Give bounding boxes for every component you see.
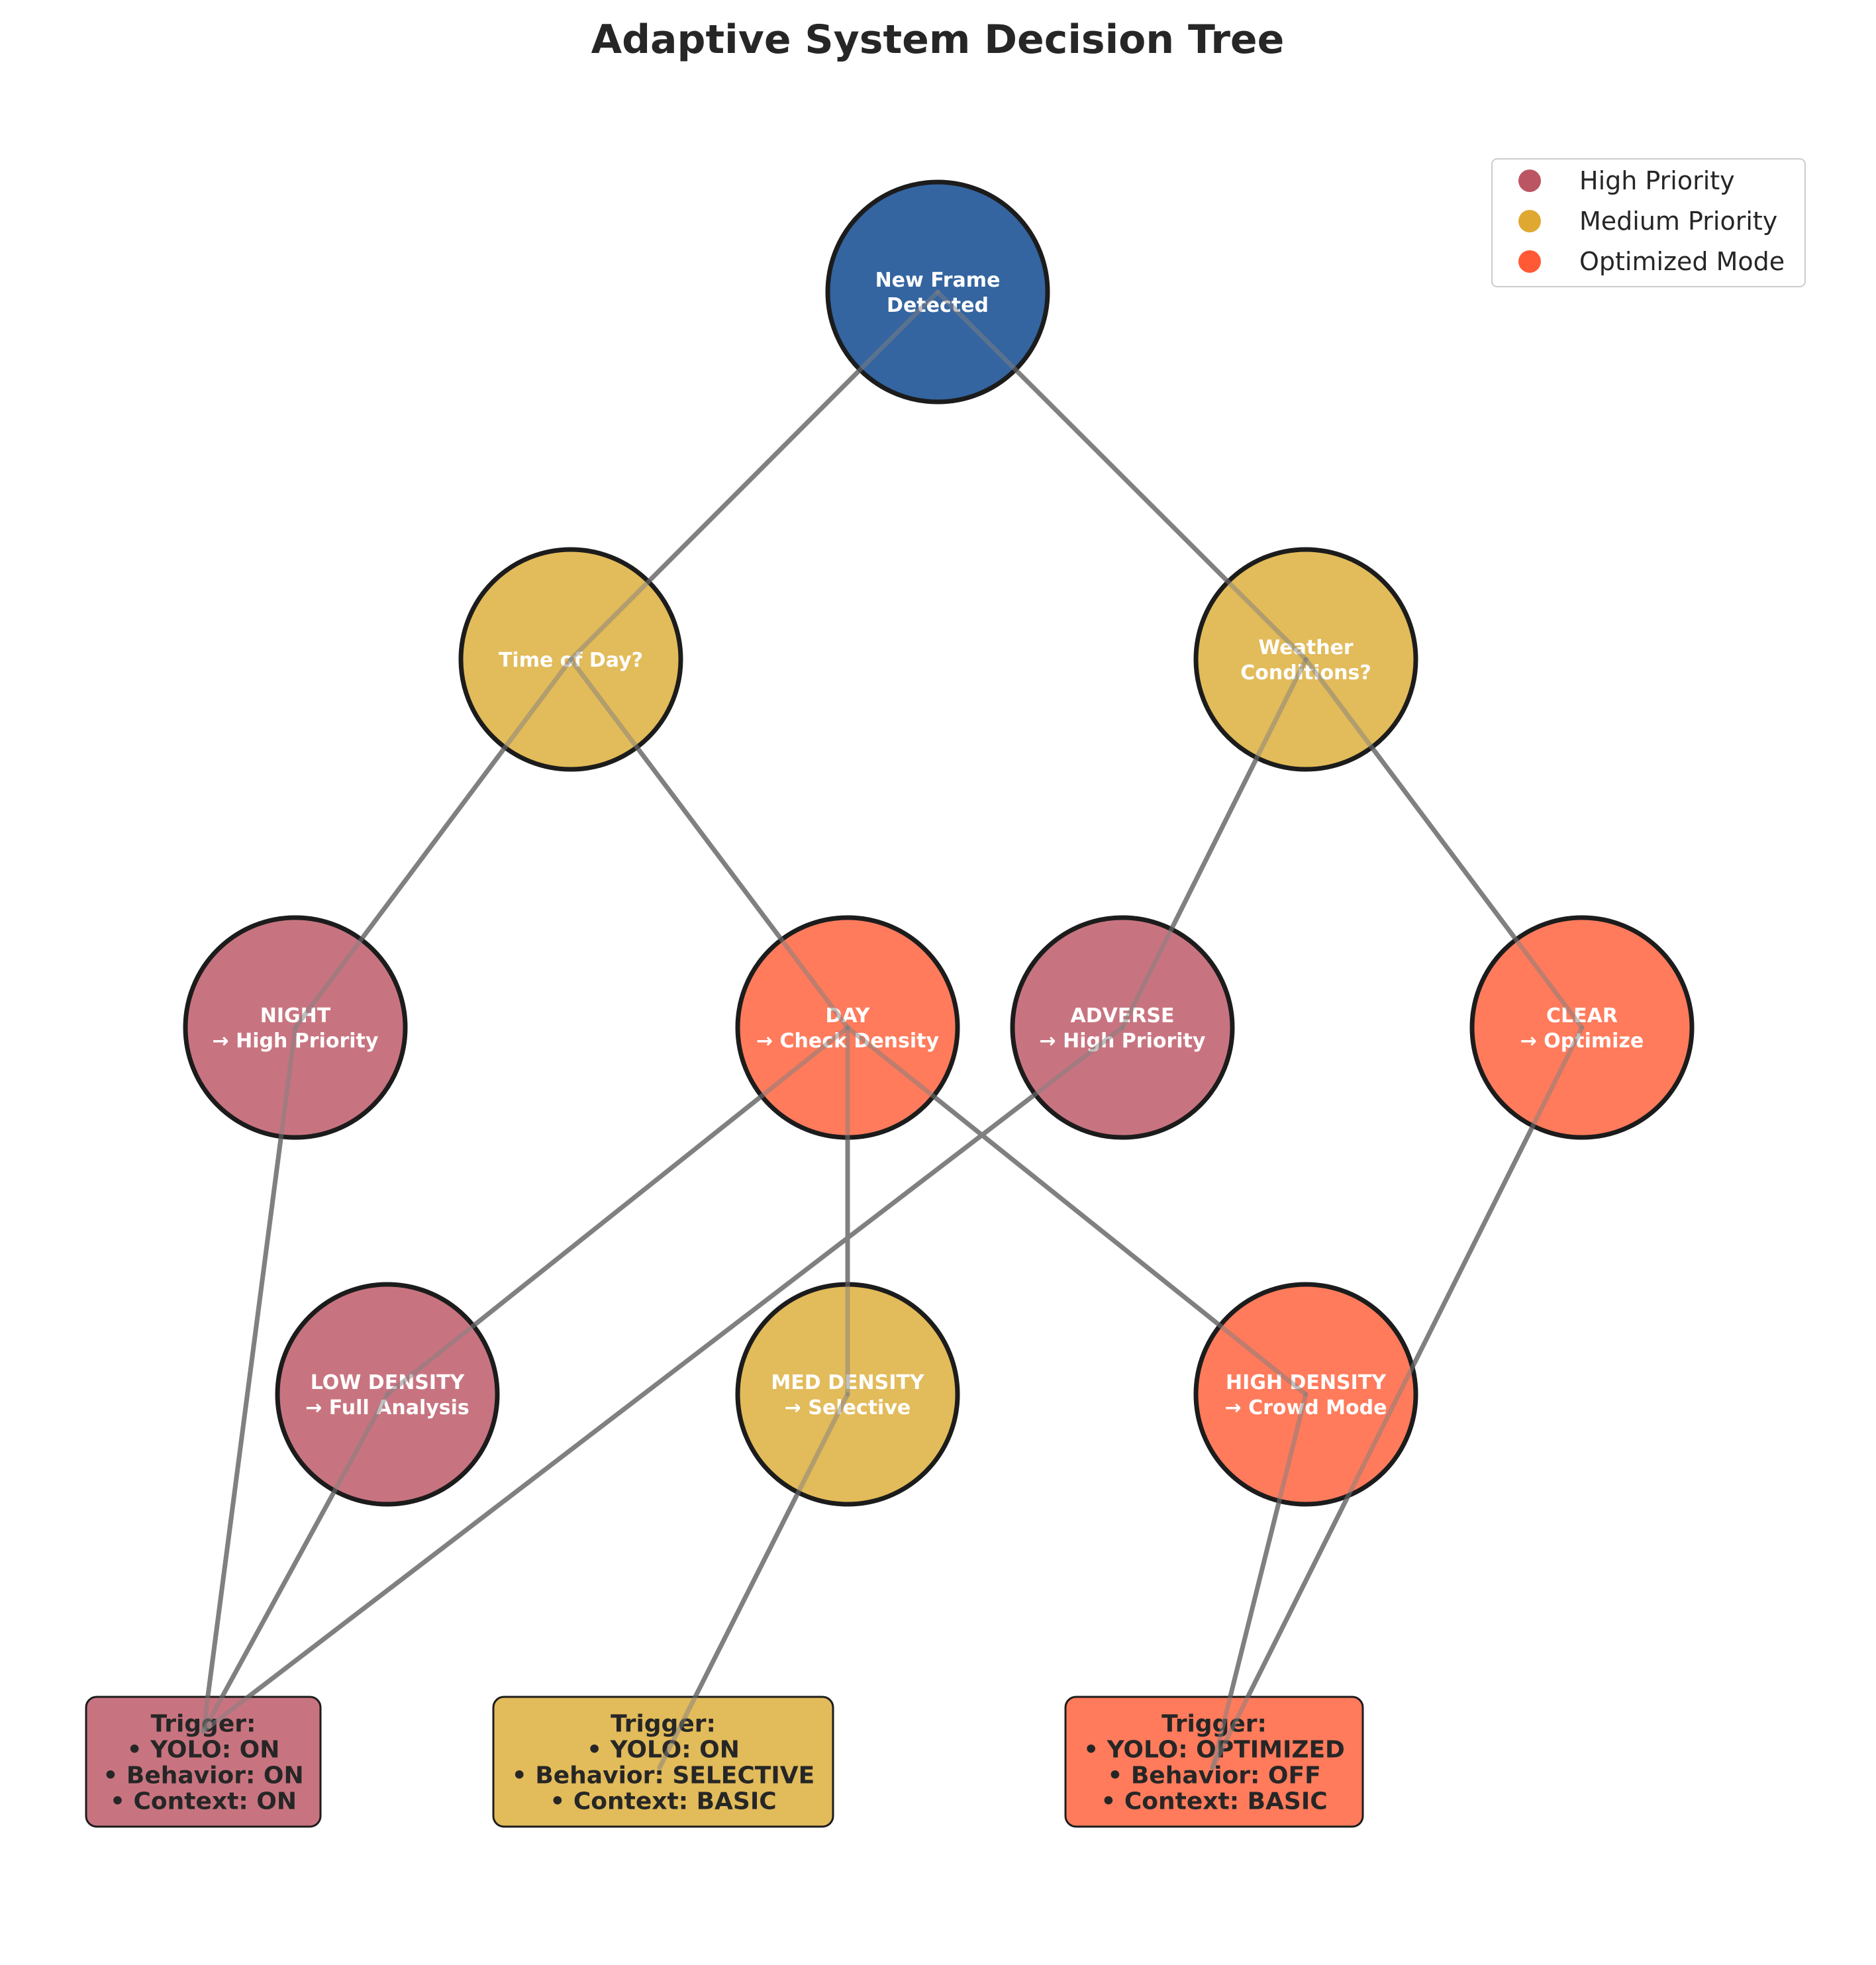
trigger-line: Trigger: bbox=[611, 1711, 716, 1738]
edge-overlay-adverse-trigger-high bbox=[201, 1025, 1125, 1734]
edge-overlay-highd-trigger-optimized bbox=[1210, 1392, 1308, 1770]
edge-overlay-night-trigger-high bbox=[201, 1025, 298, 1734]
edge-overlay-weather-clear bbox=[1303, 657, 1585, 1030]
node-label: Detected bbox=[887, 294, 989, 317]
node-label: Weather bbox=[1258, 636, 1354, 659]
edge-overlay-time-night bbox=[293, 657, 573, 1030]
trigger-high-box: Trigger:• YOLO: ON• Behavior: ON• Contex… bbox=[85, 1696, 322, 1828]
edge-overlay-med-trigger-medium bbox=[657, 1392, 850, 1770]
trigger-line: Trigger: bbox=[1161, 1711, 1267, 1738]
trigger-line: • Behavior: SELECTIVE bbox=[512, 1762, 815, 1790]
legend-frame bbox=[1491, 158, 1806, 287]
node-label: HIGH DENSITY bbox=[1226, 1371, 1387, 1394]
edge-overlay-day-highd bbox=[845, 1025, 1308, 1397]
edge-overlay-clear-trigger-optimized bbox=[1210, 1025, 1585, 1770]
edge-overlay-time-day bbox=[568, 657, 850, 1030]
node-label: → High Priority bbox=[1040, 1030, 1206, 1053]
legend-marker bbox=[1518, 210, 1541, 232]
edge-overlay-root-time bbox=[568, 289, 940, 662]
legend-label: Medium Priority bbox=[1579, 207, 1777, 236]
edges-over-layer bbox=[201, 289, 1585, 1770]
edge-overlay-root-weather bbox=[935, 289, 1308, 662]
legend: High Priority Medium Priority Optimized Mo… bbox=[1491, 158, 1806, 287]
node-label: → Selective bbox=[785, 1396, 911, 1419]
trigger-box-rect bbox=[85, 1696, 322, 1828]
edge-overlay-weather-adverse bbox=[1120, 657, 1308, 1030]
node-label: → Full Analysis bbox=[305, 1396, 469, 1419]
trigger-line: • Context: BASIC bbox=[550, 1788, 776, 1815]
legend-marker bbox=[1518, 250, 1541, 273]
node-label: → Optimize bbox=[1520, 1030, 1644, 1053]
trigger-line: • Context: ON bbox=[110, 1788, 297, 1815]
trigger-line: • Behavior: ON bbox=[103, 1762, 303, 1790]
legend-marker bbox=[1518, 169, 1541, 192]
diagram-title: Adaptive System Decision Tree bbox=[591, 17, 1285, 63]
node-label: New Frame bbox=[875, 269, 1001, 292]
edge-overlay-low-trigger-high bbox=[201, 1392, 390, 1734]
legend-label: High Priority bbox=[1579, 166, 1735, 195]
legend-label: Optimized Mode bbox=[1579, 247, 1785, 276]
trigger-line: • YOLO: ON bbox=[127, 1737, 280, 1764]
node-label: LOW DENSITY bbox=[311, 1371, 466, 1394]
edge-overlay-day-low bbox=[385, 1025, 850, 1397]
node-label: Conditions? bbox=[1240, 661, 1371, 685]
trigger-line: • Context: BASIC bbox=[1101, 1788, 1327, 1815]
